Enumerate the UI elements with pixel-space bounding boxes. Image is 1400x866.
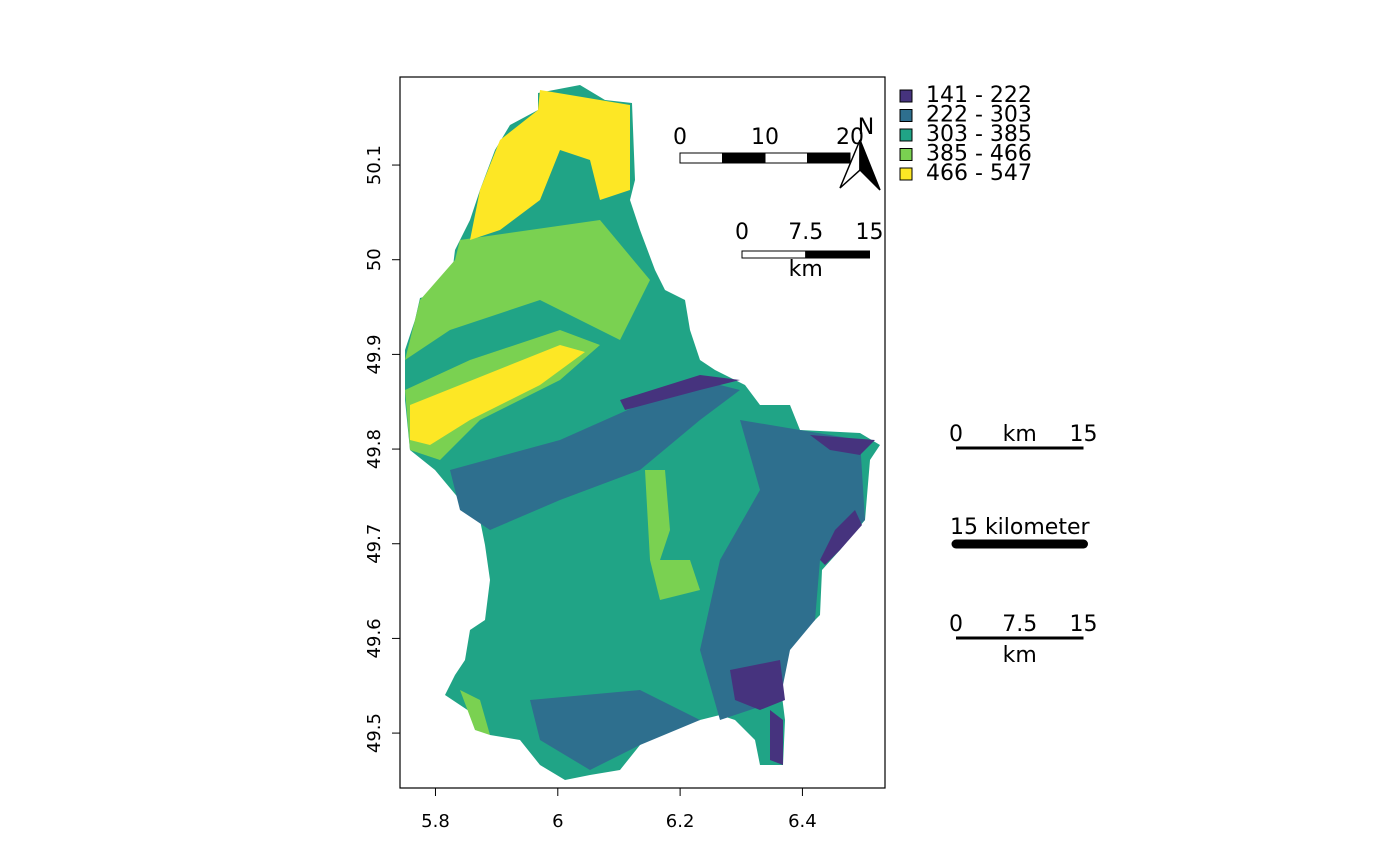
legend-swatch [899,109,913,122]
zone [530,690,700,770]
scalebar-label: 20 [836,125,864,150]
y-tick-label: 49.8 [364,429,385,469]
zone [770,710,783,765]
x-tick-label: 6.4 [788,811,817,832]
scalebar-segment [722,152,766,164]
scalebar-label: 0 [673,125,687,150]
x-tick-label: 5.8 [421,811,450,832]
zone [700,420,865,720]
legend-swatch [899,89,913,103]
legend-swatch [899,167,913,181]
scalebar-label: 15 kilometer [950,515,1091,540]
legend-swatch [899,148,913,161]
legend-label: 466 - 547 [926,161,1032,186]
y-tick-label: 50 [364,248,385,271]
y-tick-label: 50.1 [364,145,385,185]
legend-swatch [899,128,913,142]
legend-label: 222 - 303 [926,103,1032,128]
scalebar-segment [679,152,723,164]
zone [470,90,630,240]
zone [810,435,875,455]
north-arrow: N [839,115,881,191]
legend-label: 141 - 222 [926,83,1032,108]
scalebar-segment [807,152,851,164]
zone [730,660,785,710]
scalebar-label: 15 [1070,422,1098,447]
scalebar-segment [764,152,808,164]
zone [645,470,700,600]
scalebar-label: 15 [1070,612,1098,637]
scalebar-label: 15 [856,220,884,245]
scalebar-label: 7.5 [1002,612,1037,637]
zone [820,510,862,565]
x-tick-label: 6 [552,811,563,832]
scalebar-label: 0 [735,220,749,245]
zone [405,220,650,360]
plot-frame [399,76,886,789]
y-tick-label: 49.7 [364,524,385,564]
scalebar-label: 0 [949,612,963,637]
scalebar-unit: km [1003,643,1037,668]
arrow-right [859,139,881,191]
legend-label: 385 - 466 [926,142,1032,167]
scalebar-unit: km [1003,422,1037,447]
y-tick-label: 49.5 [364,713,385,753]
legend-label: 303 - 385 [926,122,1032,147]
raster [405,85,880,780]
zone [460,690,490,735]
zone [620,375,740,410]
scalebar-segment [805,250,870,259]
scalebar-label: 0 [949,422,963,447]
x-tick-label: 6.2 [666,811,695,832]
zone [450,380,740,530]
y-tick-label: 49.9 [364,334,385,374]
scalebar-label: 10 [751,125,779,150]
scalebar-label: 7.5 [788,220,823,245]
y-tick-label: 49.6 [364,618,385,658]
zone [410,345,585,445]
scalebar-unit: km [789,257,823,282]
north-label: N [858,115,874,140]
